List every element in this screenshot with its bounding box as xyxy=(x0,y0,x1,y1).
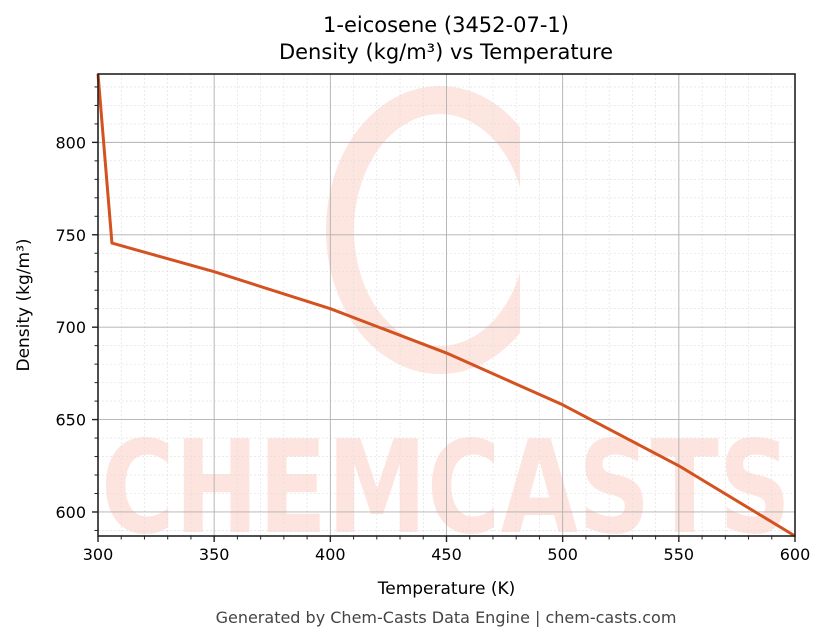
x-axis-label: Temperature (K) xyxy=(377,579,516,599)
chart-title-line1: 1-eicosene (3452-07-1) xyxy=(323,13,569,37)
y-axis: 600 650 700 750 800 xyxy=(55,86,98,531)
y-tick-label: 700 xyxy=(55,318,86,337)
x-tick-label: 400 xyxy=(315,545,346,564)
y-tick-label: 800 xyxy=(55,133,86,152)
x-tick-label: 350 xyxy=(199,545,230,564)
density-line xyxy=(96,73,796,538)
x-axis: 300 350 400 450 500 550 600 xyxy=(83,536,811,564)
y-axis-label: Density (kg/m³) xyxy=(14,238,34,371)
chart-title-line2: Density (kg/m³) vs Temperature xyxy=(278,40,614,64)
footer-credit: Generated by Chem-Casts Data Engine | ch… xyxy=(215,608,677,627)
y-tick-label: 650 xyxy=(55,411,86,430)
x-tick-label: 600 xyxy=(780,545,811,564)
y-tick-label: 750 xyxy=(55,226,86,245)
x-tick-label: 300 xyxy=(83,545,114,564)
y-tick-label: 600 xyxy=(55,503,86,522)
watermark: CHEMCASTS xyxy=(101,80,791,563)
grid xyxy=(97,74,796,536)
x-tick-label: 450 xyxy=(431,545,462,564)
x-tick-label: 550 xyxy=(664,545,695,564)
x-tick-label: 500 xyxy=(547,545,578,564)
